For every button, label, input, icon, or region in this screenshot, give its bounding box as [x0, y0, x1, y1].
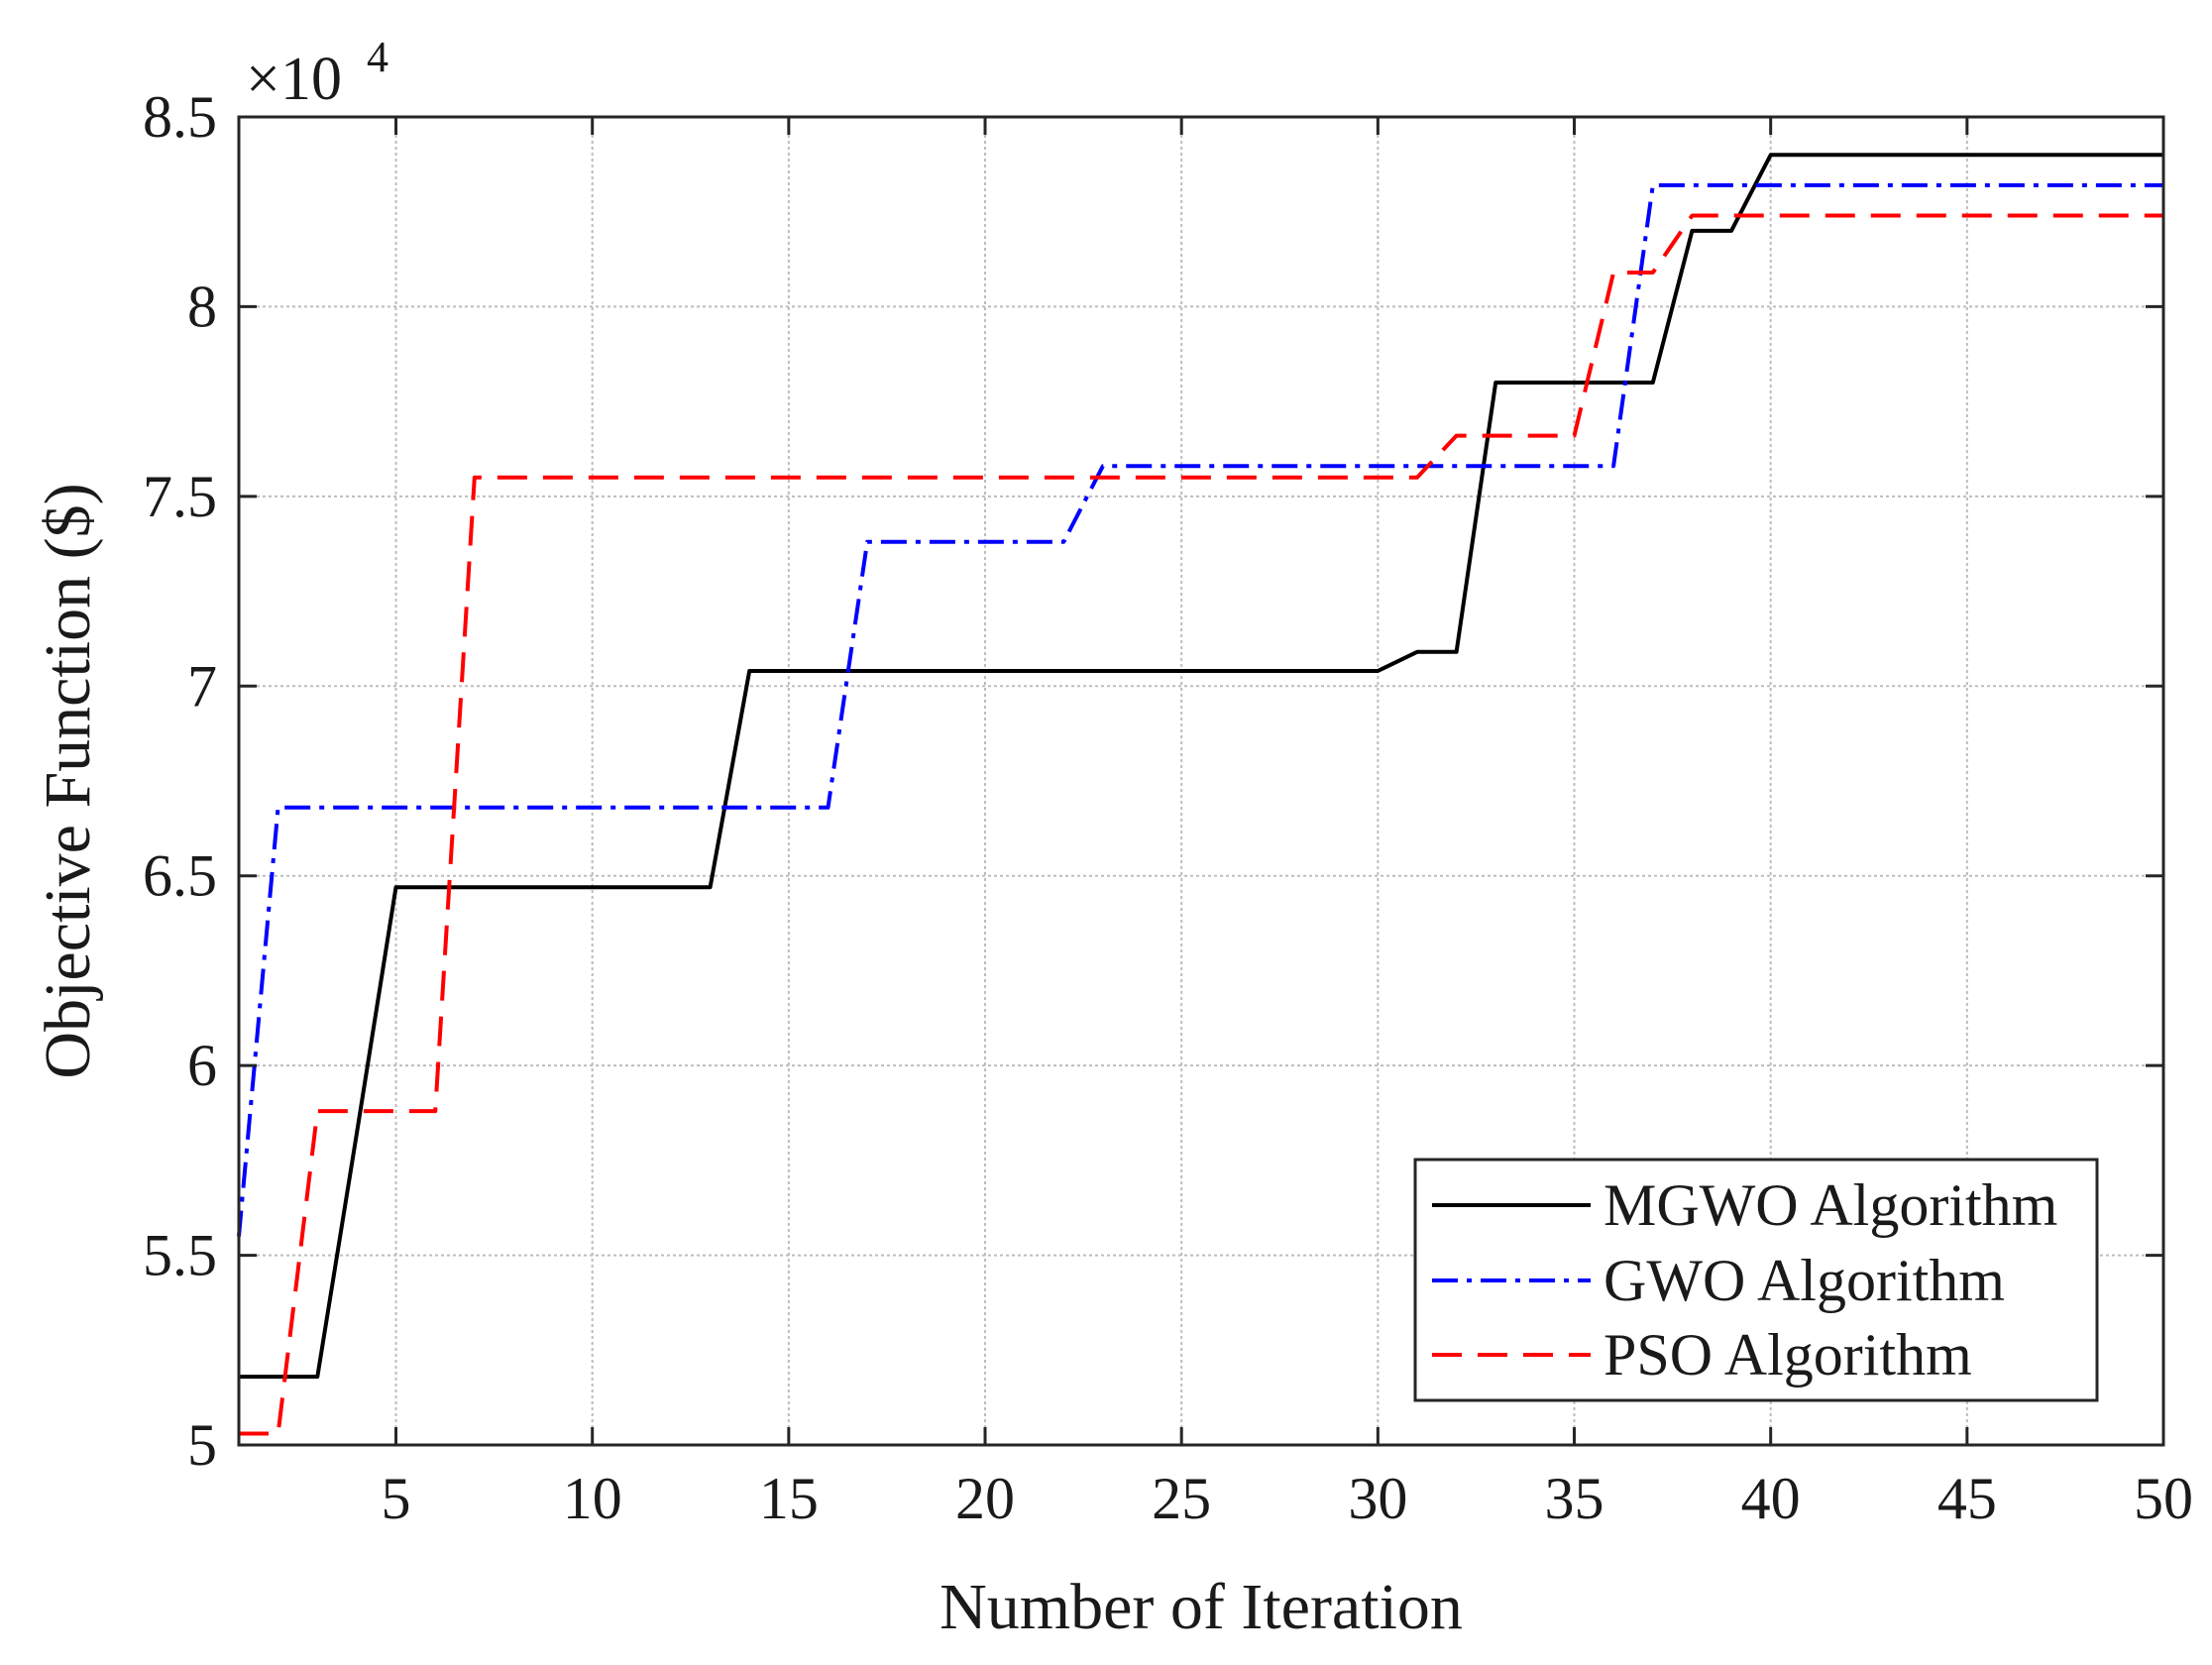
series-line-pso	[239, 213, 2163, 1436]
x-tick-label: 35	[1545, 1466, 1604, 1531]
x-tick-label: 15	[759, 1466, 819, 1531]
axis-ticks: 5 10 15 20 25 30 35 40 45 50 5 5.5 6 6.5 7 7.5 8 8.5	[143, 84, 2193, 1531]
x-tick-label: 25	[1152, 1466, 1211, 1531]
y-tick-label: 7.5	[143, 464, 217, 529]
y-tick-label: 6.5	[143, 843, 217, 909]
series-line-mgwo	[239, 153, 2163, 1380]
series-line-gwo	[237, 182, 2163, 1237]
y-tick-label: 5.5	[143, 1223, 217, 1288]
y-axis-multiplier: ×10 4	[246, 33, 388, 113]
x-tick-label: 50	[2134, 1466, 2193, 1531]
y-tick-label: 8.5	[143, 84, 217, 150]
y-tick-label: 6	[187, 1033, 217, 1098]
x-tick-label: 40	[1741, 1466, 1801, 1531]
series-lines	[237, 153, 2163, 1436]
multiplier-exponent: 4	[367, 33, 388, 81]
y-tick-label: 5	[187, 1412, 217, 1478]
legend: MGWO Algorithm GWO Algorithm PSO Algorit…	[1413, 1158, 2099, 1402]
x-tick-label: 30	[1348, 1466, 1407, 1531]
legend-label-gwo: GWO Algorithm	[1604, 1248, 2005, 1313]
x-tick-label: 10	[563, 1466, 622, 1531]
x-axis-title: Number of Iteration	[940, 1571, 1463, 1643]
x-tick-label: 20	[955, 1466, 1015, 1531]
legend-label-mgwo: MGWO Algorithm	[1604, 1172, 2057, 1238]
multiplier-base: ×10	[246, 46, 342, 113]
y-tick-label: 8	[187, 274, 217, 339]
y-axis-title: Objective Function ($)	[32, 483, 104, 1078]
plot-frame	[237, 115, 2165, 1447]
x-tick-label: 5	[382, 1466, 411, 1531]
legend-label-pso: PSO Algorithm	[1604, 1322, 1972, 1388]
legend-box	[1413, 1158, 2099, 1402]
x-tick-label: 45	[1937, 1466, 1997, 1531]
y-tick-label: 7	[187, 653, 217, 719]
